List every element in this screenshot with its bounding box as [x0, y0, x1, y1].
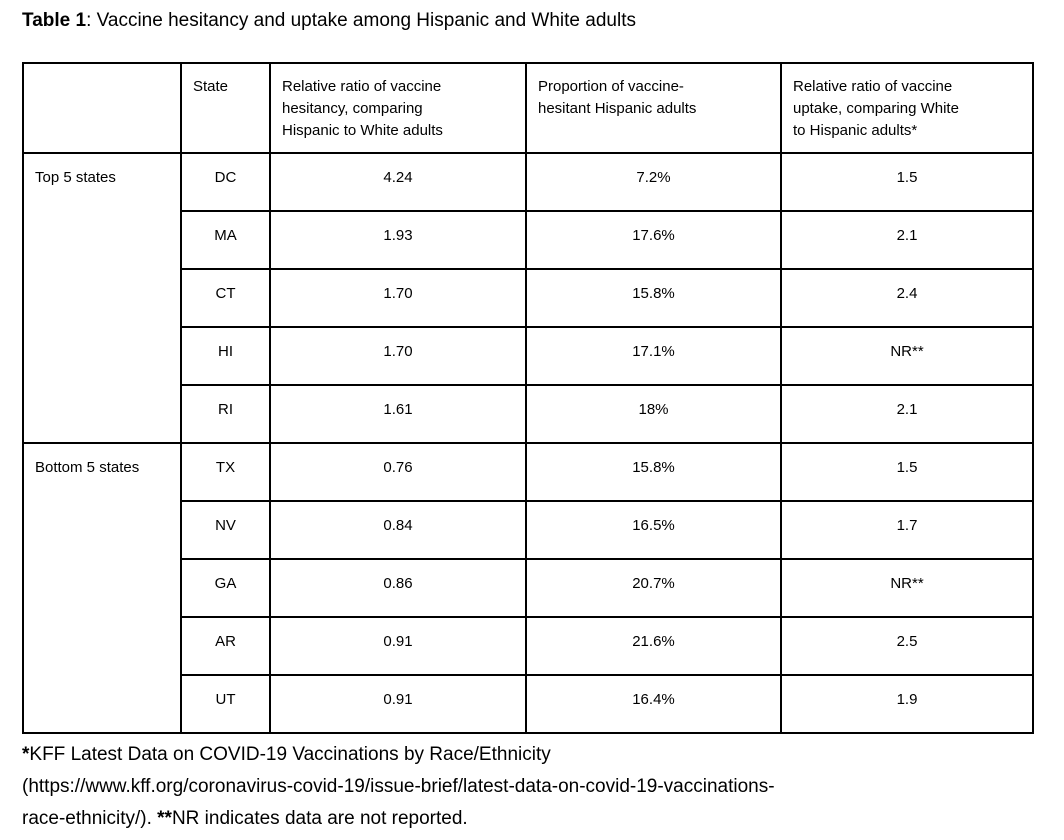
table-row: RI 1.61 18% 2.1: [23, 384, 1034, 444]
footnote-text-1: KFF Latest Data on COVID-19 Vaccinations…: [29, 744, 551, 765]
table-row: MA 1.93 17.6% 2.1: [23, 210, 1034, 270]
cell-proportion: 7.2%: [525, 152, 782, 212]
footnote-asterisk: *: [22, 744, 30, 765]
table-row: GA 0.86 20.7% NR**: [23, 558, 1034, 618]
cell-state: MA: [180, 210, 271, 270]
cell-hesitancy-ratio: 1.70: [269, 268, 527, 328]
table-row: HI 1.70 17.1% NR**: [23, 326, 1034, 386]
header-state: State: [180, 62, 271, 154]
header-proportion: Proportion of vaccine- hesitant Hispanic…: [525, 62, 782, 154]
footnote-text-3b: NR indicates data are not reported.: [171, 808, 468, 829]
cell-proportion: 17.1%: [525, 326, 782, 386]
table-row: Bottom 5 states TX 0.76 15.8% 1.5: [22, 442, 1034, 734]
cell-proportion: 20.7%: [525, 558, 782, 618]
cell-uptake-ratio: NR**: [780, 326, 1034, 386]
table-number-label: Table 1: [22, 10, 87, 31]
header-hesitancy-ratio: Relative ratio of vaccine hesitancy, com…: [269, 62, 527, 154]
cell-state: CT: [180, 268, 271, 328]
footnote-line-1: *KFF Latest Data on COVID-19 Vaccination…: [22, 739, 1042, 771]
cell-uptake-ratio: NR**: [780, 558, 1034, 618]
header-line: Relative ratio of vaccine: [282, 78, 442, 95]
cell-state: HI: [180, 326, 271, 386]
header-line: Proportion of vaccine-: [538, 78, 684, 95]
header-group-blank: [22, 62, 182, 154]
cell-proportion: 21.6%: [525, 616, 782, 676]
footnote-text-3a: race-ethnicity/).: [22, 808, 158, 829]
footnote-line-2: (https://www.kff.org/coronavirus-covid-1…: [22, 776, 775, 797]
table-title: Table 1: Vaccine hesitancy and uptake am…: [22, 9, 1042, 33]
header-line: State: [193, 78, 229, 95]
cell-proportion: 16.5%: [525, 500, 782, 560]
header-line: hesitant Hispanic adults: [538, 100, 697, 117]
cell-uptake-ratio: 1.7: [780, 500, 1034, 560]
header-line: to Hispanic adults*: [793, 122, 918, 139]
cell-proportion: 18%: [525, 384, 782, 444]
cell-uptake-ratio: 2.1: [780, 384, 1034, 444]
footnote-line-3: race-ethnicity/). **NR indicates data ar…: [22, 803, 1042, 835]
table-row: CT 1.70 15.8% 2.4: [23, 268, 1034, 328]
cell-hesitancy-ratio: 4.24: [269, 152, 527, 212]
cell-uptake-ratio: 2.5: [780, 616, 1034, 676]
cell-hesitancy-ratio: 0.86: [269, 558, 527, 618]
group-label-cell: Bottom 5 states: [22, 442, 182, 734]
cell-hesitancy-ratio: 0.76: [269, 442, 527, 502]
table-header: State Relative ratio of vaccine hesitanc…: [22, 62, 1034, 154]
cell-proportion: 15.8%: [525, 268, 782, 328]
cell-hesitancy-ratio: 0.91: [269, 674, 527, 734]
table-row: Top 5 states DC 4.24 7.2% 1.5: [22, 152, 1034, 444]
cell-state: AR: [180, 616, 271, 676]
cell-proportion: 15.8%: [525, 442, 782, 502]
cell-hesitancy-ratio: 1.93: [269, 210, 527, 270]
footnote-double-asterisk: **: [157, 808, 172, 829]
cell-uptake-ratio: 2.1: [780, 210, 1034, 270]
table-row: AR 0.91 21.6% 2.5: [23, 616, 1034, 676]
header-line: hesitancy, comparing: [282, 100, 423, 117]
cell-uptake-ratio: 1.9: [780, 674, 1034, 734]
header-line: Hispanic to White adults: [282, 122, 443, 139]
vaccine-table: State Relative ratio of vaccine hesitanc…: [22, 62, 1034, 734]
header-uptake-ratio: Relative ratio of vaccine uptake, compar…: [780, 62, 1034, 154]
cell-hesitancy-ratio: 1.70: [269, 326, 527, 386]
cell-proportion: 17.6%: [525, 210, 782, 270]
footnote: *KFF Latest Data on COVID-19 Vaccination…: [22, 739, 1042, 835]
cell-state: RI: [180, 384, 271, 444]
header-line: Relative ratio of vaccine: [793, 78, 953, 95]
cell-uptake-ratio: 1.5: [780, 442, 1034, 502]
cell-uptake-ratio: 1.5: [780, 152, 1034, 212]
header-row: State Relative ratio of vaccine hesitanc…: [22, 62, 1034, 154]
cell-state: GA: [180, 558, 271, 618]
cell-hesitancy-ratio: 0.84: [269, 500, 527, 560]
cell-state: NV: [180, 500, 271, 560]
table-row: UT 0.91 16.4% 1.9: [23, 674, 1034, 734]
cell-proportion: 16.4%: [525, 674, 782, 734]
cell-state: UT: [180, 674, 271, 734]
cell-state: TX: [180, 442, 271, 502]
group-label-cell: Top 5 states: [22, 152, 182, 444]
cell-state: DC: [180, 152, 271, 212]
table-body: Top 5 states DC 4.24 7.2% 1.5 MA 1.93 17.6% 2.1 C…: [22, 152, 1034, 734]
table-caption: : Vaccine hesitancy and uptake among His…: [86, 10, 636, 31]
table-row: NV 0.84 16.5% 1.7: [23, 500, 1034, 560]
cell-hesitancy-ratio: 1.61: [269, 384, 527, 444]
header-line: uptake, comparing White: [793, 100, 959, 117]
cell-hesitancy-ratio: 0.91: [269, 616, 527, 676]
cell-uptake-ratio: 2.4: [780, 268, 1034, 328]
